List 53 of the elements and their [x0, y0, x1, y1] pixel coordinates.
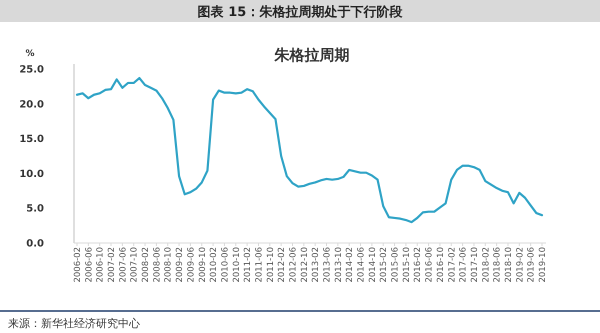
x-tick-label: 2017-06	[458, 247, 469, 283]
x-tick-label: 2018-06	[492, 247, 503, 283]
x-tick-label: 2007-02	[107, 247, 118, 283]
x-tick-label: 2014-10	[368, 247, 378, 283]
x-tick-label: 2017-02	[447, 247, 458, 283]
x-tick-label: 2012-02	[277, 247, 288, 283]
x-tick-label: 2008-10	[164, 247, 174, 283]
y-tick-label: 15.0	[19, 134, 44, 146]
source-note: 来源：新华社经济研究中心	[8, 317, 140, 330]
y-tick-label: 25.0	[19, 64, 44, 76]
x-tick-label: 2011-10	[266, 247, 276, 283]
x-tick-label: 2013-02	[311, 247, 322, 283]
x-tick-label: 2016-02	[413, 247, 424, 283]
x-tick-label: 2006-02	[73, 247, 83, 283]
x-tick-label: 2006-10	[96, 247, 106, 283]
x-tick-label: 2015-02	[379, 247, 390, 283]
x-tick-label: 2008-06	[152, 247, 162, 283]
x-tick-label: 2010-06	[220, 247, 230, 283]
x-tick-label: 2013-06	[322, 247, 333, 283]
x-tick-label: 2016-10	[436, 247, 446, 283]
x-tick-label: 2011-02	[243, 247, 254, 283]
x-tick-label: 2015-10	[402, 247, 412, 283]
x-tick-label: 2009-06	[186, 247, 196, 283]
x-tick-label: 2019-10	[538, 247, 548, 283]
y-tick-label: 10.0	[19, 168, 44, 180]
x-tick-label: 2011-06	[254, 247, 264, 283]
x-tick-label: 2012-06	[288, 247, 298, 283]
x-tick-label: 2014-02	[345, 247, 356, 283]
line-series	[76, 76, 544, 224]
x-tick-label: 2018-02	[481, 247, 492, 283]
x-tick-label: 2010-10	[232, 247, 242, 283]
x-tick-label: 2010-02	[209, 247, 220, 283]
y-tick-label: 0.0	[26, 238, 44, 250]
x-tick-label: 2008-02	[141, 247, 152, 283]
x-tick-label: 2017-10	[470, 247, 480, 283]
x-tick-label: 2012-10	[300, 247, 310, 283]
x-tick-label: 2007-10	[130, 247, 140, 283]
x-tick-label: 2018-10	[504, 247, 514, 283]
x-tick-label: 2016-06	[424, 247, 435, 283]
chart-subtitle: 朱格拉周期	[274, 46, 350, 64]
y-axis-title: %	[25, 49, 35, 59]
x-tick-label: 2007-06	[118, 247, 128, 283]
chart-title: 图表 15：朱格拉周期处于下行阶段	[198, 5, 404, 20]
y-tick-label: 5.0	[26, 204, 44, 215]
y-tick-label: 20.0	[19, 99, 44, 110]
x-tick-label: 2015-06	[390, 247, 401, 283]
x-tick-label: 2009-10	[198, 247, 208, 283]
x-tick-label: 2019-02	[515, 247, 526, 283]
x-tick-label: 2009-02	[175, 247, 186, 283]
x-tick-label: 2013-10	[334, 247, 344, 283]
x-tick-label: 2019-06	[526, 247, 537, 283]
x-tick-label: 2006-06	[84, 247, 94, 283]
x-tick-label: 2014-06	[356, 247, 367, 283]
